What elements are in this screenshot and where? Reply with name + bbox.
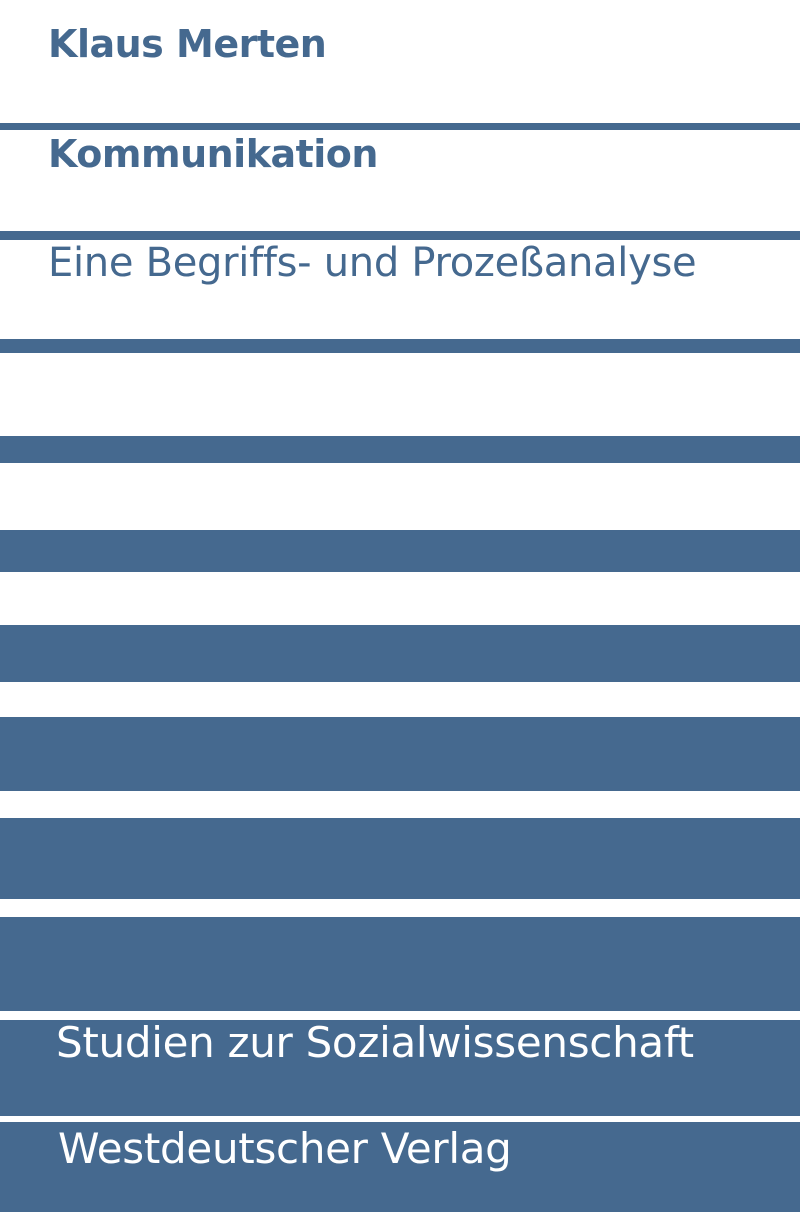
stripe-4 [0,436,800,463]
stripe-5 [0,530,800,572]
stripe-3 [0,339,800,353]
series-band [0,1020,800,1116]
stripe-2 [0,231,800,240]
stripe-1 [0,123,800,130]
stripe-8 [0,818,800,899]
book-subtitle: Eine Begriffs- und Prozeßanalyse [48,240,697,286]
book-title: Kommunikation [48,132,378,176]
publisher-band [0,1122,800,1212]
stripe-6 [0,625,800,682]
author-name: Klaus Merten [48,22,327,66]
stripe-9 [0,917,800,1011]
stripe-7 [0,717,800,791]
publisher-name: Westdeutscher Verlag [58,1124,512,1173]
series-name: Studien zur Sozialwissenschaft [56,1018,694,1067]
